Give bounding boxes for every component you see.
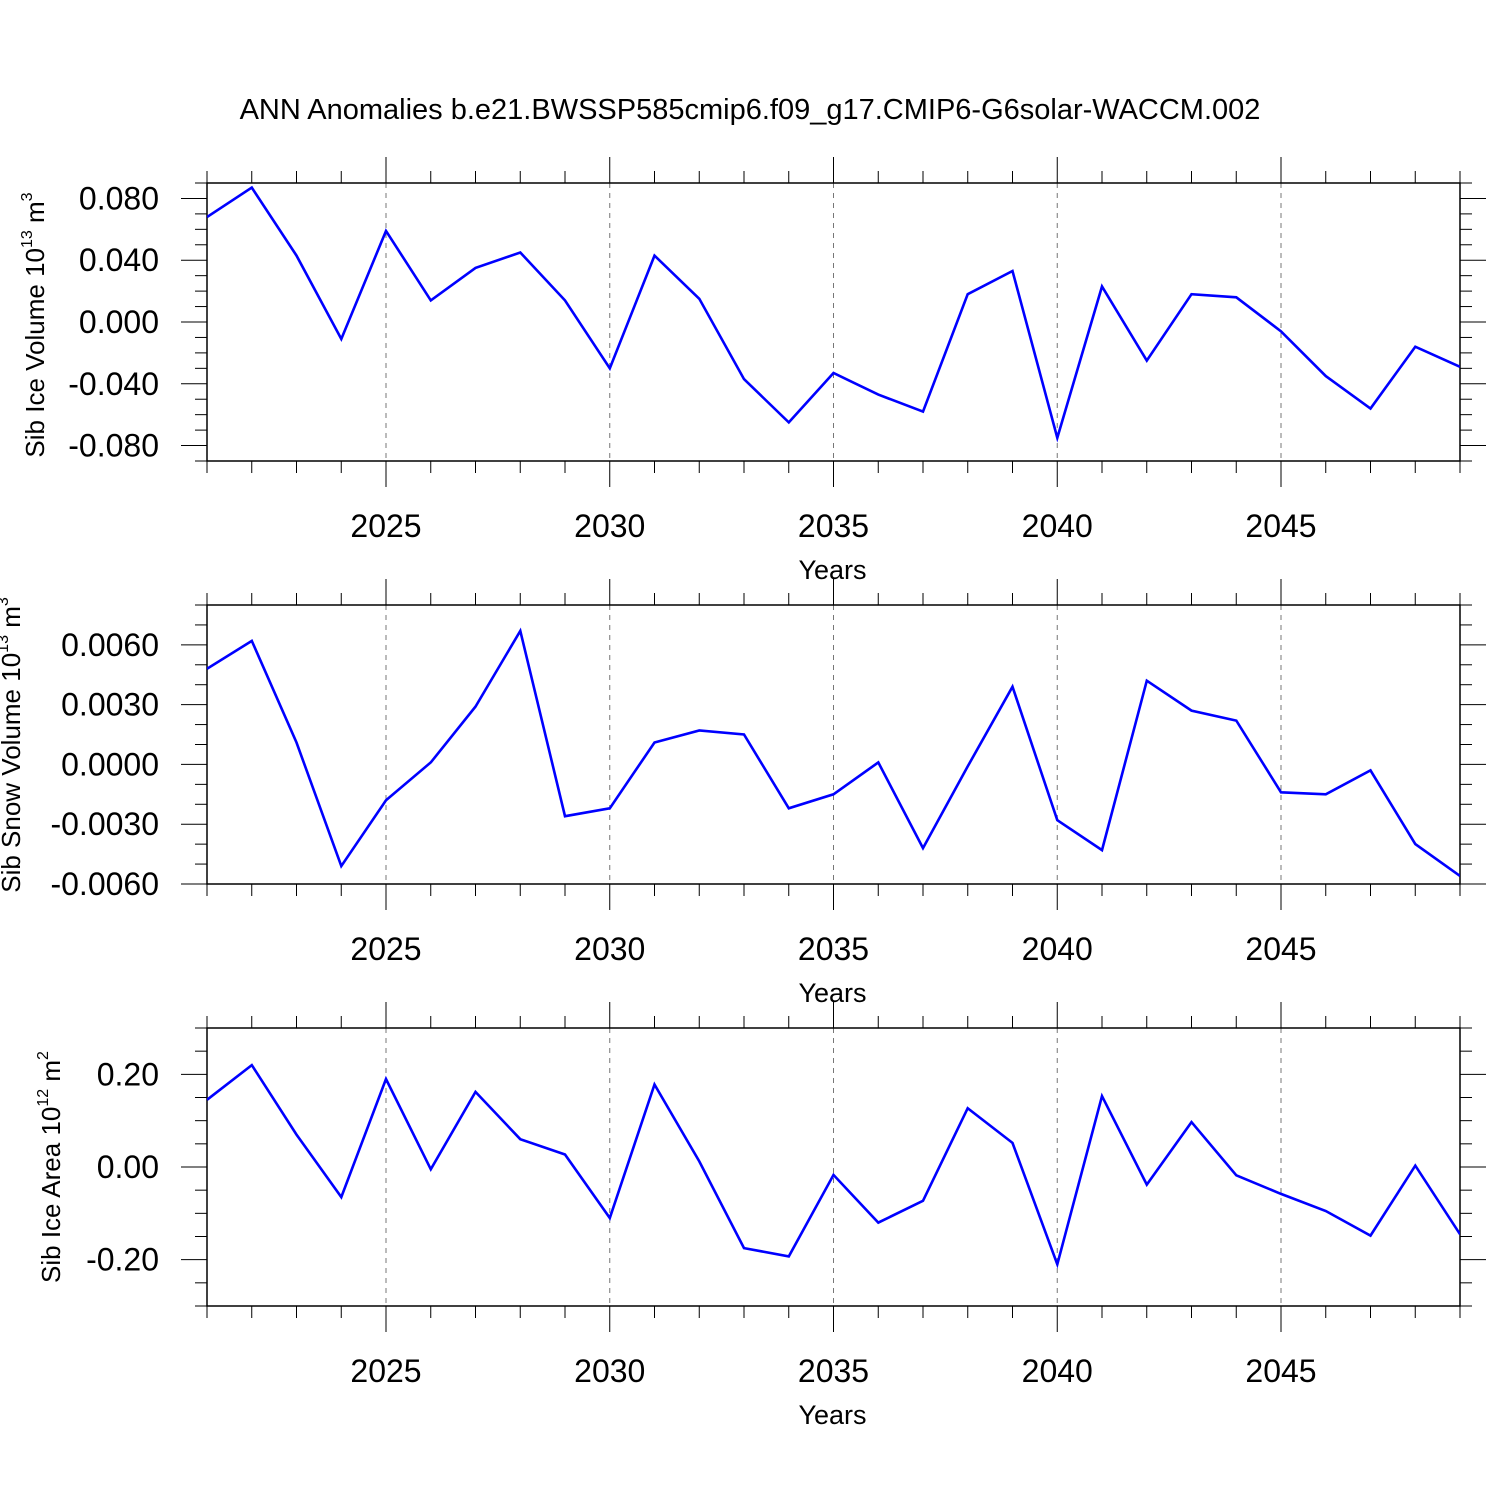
y-tick-label: -0.0030 — [50, 806, 159, 842]
x-tick-label: 2040 — [1022, 508, 1093, 544]
y-tick-label: -0.0060 — [50, 866, 159, 902]
y-axis-label: Sib Snow Volume 1013 m3 — [0, 597, 26, 893]
x-tick-label: 2030 — [574, 1353, 645, 1389]
x-axis-label: Years — [798, 978, 866, 1008]
y-tick-label: 0.0030 — [61, 687, 159, 723]
y-tick-label: 0.0060 — [61, 627, 159, 663]
x-tick-label: 2035 — [798, 1353, 869, 1389]
x-tick-label: 2035 — [798, 931, 869, 967]
x-tick-label: 2040 — [1022, 931, 1093, 967]
x-tick-label: 2045 — [1245, 508, 1316, 544]
y-tick-label: 0.20 — [97, 1056, 159, 1092]
x-tick-label: 2030 — [574, 508, 645, 544]
y-tick-label: -0.20 — [86, 1242, 159, 1278]
y-axis-label: Sib Ice Volume 1013 m3 — [19, 192, 50, 457]
x-tick-label: 2025 — [350, 1353, 421, 1389]
y-tick-label: 0.080 — [79, 180, 159, 216]
series-line — [207, 1063, 1460, 1269]
series-line — [207, 185, 1460, 443]
chart-panel-3: 0.20 0.00 -0.20 2025 2030 2035 2040 2045 Years Si… — [35, 1002, 1486, 1430]
y-tick-label: 0.040 — [79, 242, 159, 278]
x-tick-label: 2030 — [574, 931, 645, 967]
x-tick-label: 2035 — [798, 508, 869, 544]
y-tick-label: 0.00 — [97, 1149, 159, 1185]
x-tick-label: 2025 — [350, 508, 421, 544]
y-tick-label: 0.0000 — [61, 746, 159, 782]
x-axis-label: Years — [798, 1400, 866, 1430]
y-tick-label: -0.080 — [68, 428, 159, 464]
x-axis-label: Years — [798, 555, 866, 585]
x-tick-label: 2025 — [350, 931, 421, 967]
chart-panel-1: 0.080 0.040 0.000 -0.040 -0.080 2025 2030 2035 2… — [19, 157, 1486, 585]
x-tick-label: 2045 — [1245, 931, 1316, 967]
x-tick-label: 2040 — [1022, 1353, 1093, 1389]
x-tick-label: 2045 — [1245, 1353, 1316, 1389]
chart-title: ANN Anomalies b.e21.BWSSP585cmip6.f09_g1… — [240, 94, 1261, 126]
series-line — [207, 627, 1460, 878]
y-tick-label: -0.040 — [68, 366, 159, 402]
chart-panel-2: 0.0060 0.0030 0.0000 -0.0030 -0.0060 2025 2030… — [0, 579, 1486, 1008]
y-axis-label: Sib Ice Area 1012 m2 — [35, 1051, 66, 1283]
y-tick-label: 0.000 — [79, 304, 159, 340]
